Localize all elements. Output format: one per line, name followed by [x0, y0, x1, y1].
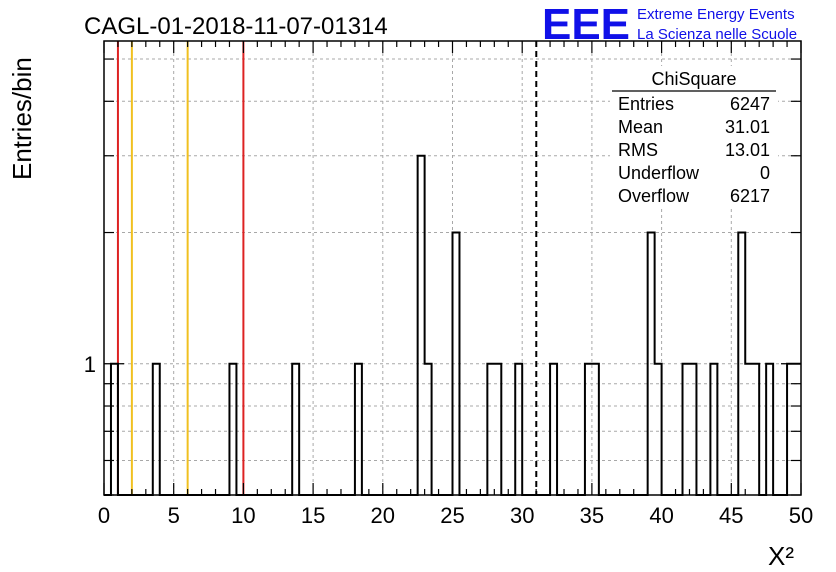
x-tick-label: 15: [301, 503, 325, 528]
eee-logo-mark: EEE: [542, 0, 630, 49]
x-tick-label: 10: [231, 503, 255, 528]
x-tick-label: 35: [580, 503, 604, 528]
y-axis-label: Entries/bin: [7, 57, 37, 180]
x-tick-label: 30: [510, 503, 534, 528]
stats-row-label: Overflow: [618, 186, 690, 206]
stats-row-value: 0: [760, 163, 770, 183]
x-tick-label: 5: [168, 503, 180, 528]
y-tick-labels: 1: [84, 352, 96, 377]
eee-logo-line2: La Scienza nelle Scuole: [637, 26, 797, 43]
x-tick-label: 50: [789, 503, 813, 528]
chart-title: CAGL-01-2018-11-07-01314: [84, 13, 388, 40]
stats-box-background: [610, 66, 778, 207]
x-tick-label: 45: [719, 503, 743, 528]
stats-row-label: Mean: [618, 117, 663, 137]
eee-logo: EEE Extreme Energy Events La Scienza nel…: [542, 0, 797, 49]
stats-row-label: Entries: [618, 94, 674, 114]
stats-box-title: ChiSquare: [651, 69, 736, 89]
stats-row-value: 13.01: [725, 140, 770, 160]
stats-row-label: RMS: [618, 140, 658, 160]
axis-ticks: [103, 41, 802, 496]
x-tick-labels: 0 5 10 15 20 25 30 35 40 45 50: [98, 503, 813, 528]
eee-logo-line1: Extreme Energy Events: [637, 6, 795, 23]
x-axis-label: X²: [768, 541, 794, 571]
x-tick-label: 40: [649, 503, 673, 528]
stats-row-value: 6217: [730, 186, 770, 206]
stats-row-label: Underflow: [618, 163, 700, 183]
stats-row-value: 6247: [730, 94, 770, 114]
stats-row-value: 31.01: [725, 117, 770, 137]
x-tick-label: 20: [371, 503, 395, 528]
y-tick-label: 1: [84, 352, 96, 377]
x-tick-label: 0: [98, 503, 110, 528]
stats-box: ChiSquare Entries 6247 Mean 31.01 RMS 13.01 Un…: [610, 66, 778, 207]
reference-lines: [116, 41, 538, 495]
x-tick-label: 25: [440, 503, 464, 528]
stats-box-rows: Entries 6247 Mean 31.01 RMS 13.01 Underflow 0 Ov…: [618, 94, 770, 206]
